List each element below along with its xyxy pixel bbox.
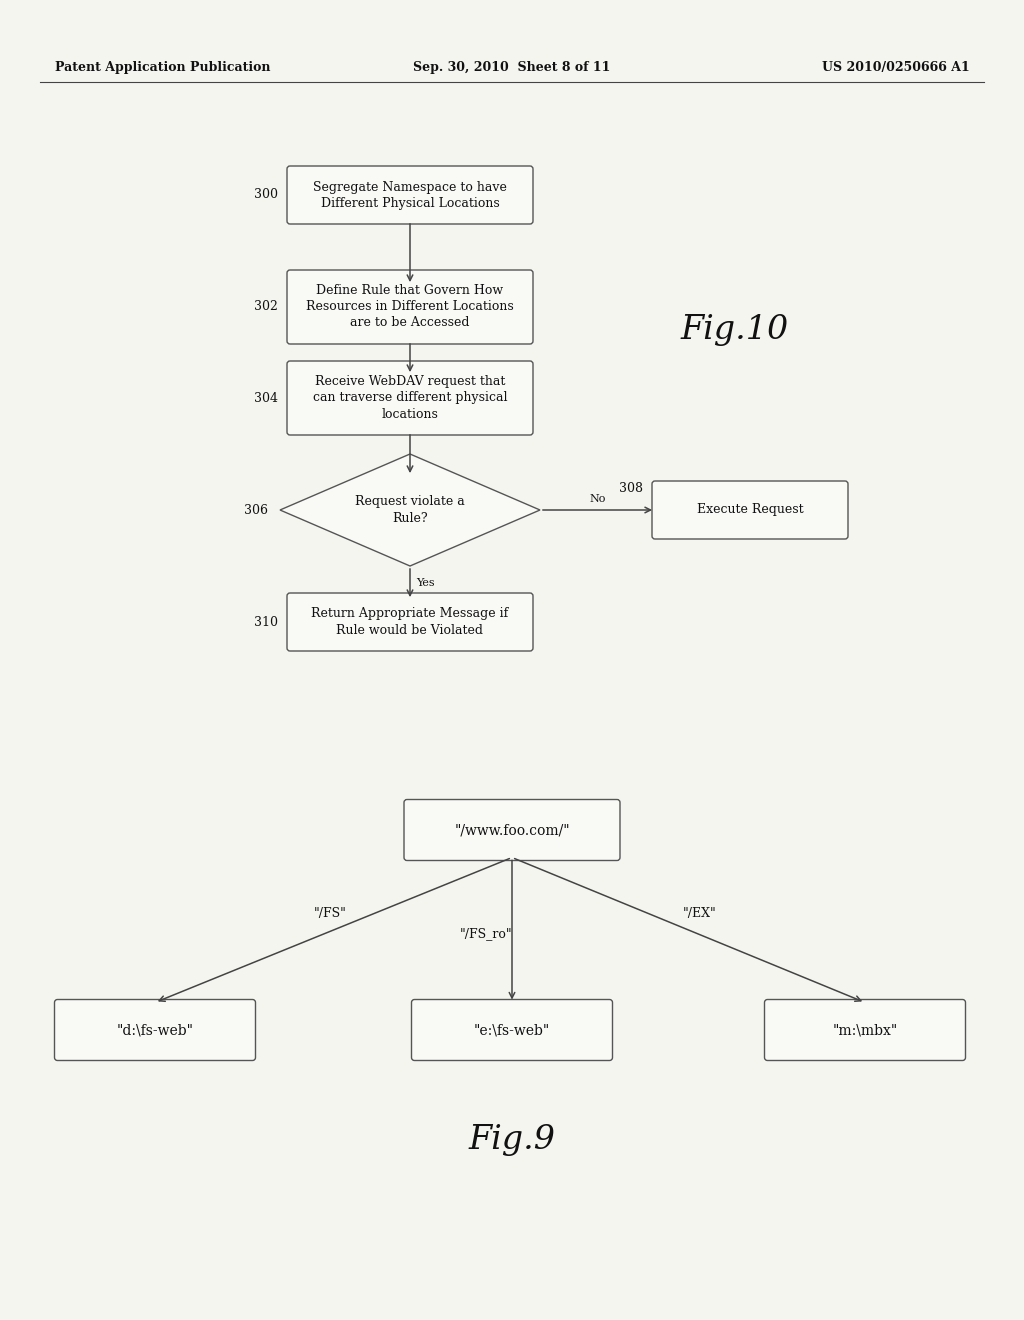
Text: 300: 300 [254, 189, 278, 202]
FancyBboxPatch shape [287, 271, 534, 345]
Text: Patent Application Publication: Patent Application Publication [55, 62, 270, 74]
Text: Request violate a
Rule?: Request violate a Rule? [355, 495, 465, 524]
Text: 306: 306 [244, 503, 268, 516]
Text: 310: 310 [254, 615, 278, 628]
FancyBboxPatch shape [412, 999, 612, 1060]
FancyBboxPatch shape [287, 593, 534, 651]
Text: Fig.10: Fig.10 [680, 314, 788, 346]
Text: Yes: Yes [416, 578, 434, 587]
Text: 308: 308 [618, 482, 643, 495]
Text: "/EX": "/EX" [683, 907, 717, 920]
Text: Fig.9: Fig.9 [469, 1125, 555, 1156]
Text: "e:\fs-web": "e:\fs-web" [474, 1023, 550, 1038]
Text: Receive WebDAV request that
can traverse different physical
locations: Receive WebDAV request that can traverse… [312, 375, 507, 421]
Text: "d:\fs-web": "d:\fs-web" [117, 1023, 194, 1038]
Polygon shape [280, 454, 540, 566]
Text: Sep. 30, 2010  Sheet 8 of 11: Sep. 30, 2010 Sheet 8 of 11 [414, 62, 610, 74]
Text: US 2010/0250666 A1: US 2010/0250666 A1 [822, 62, 970, 74]
Text: Define Rule that Govern How
Resources in Different Locations
are to be Accessed: Define Rule that Govern How Resources in… [306, 285, 514, 330]
FancyBboxPatch shape [765, 999, 966, 1060]
Text: Return Appropriate Message if
Rule would be Violated: Return Appropriate Message if Rule would… [311, 607, 509, 636]
FancyBboxPatch shape [404, 800, 620, 861]
Text: "/FS": "/FS" [313, 907, 346, 920]
FancyBboxPatch shape [54, 999, 256, 1060]
Text: No: No [590, 494, 605, 504]
Text: 304: 304 [254, 392, 278, 404]
Text: Execute Request: Execute Request [696, 503, 803, 516]
Text: "m:\mbx": "m:\mbx" [833, 1023, 898, 1038]
Text: 302: 302 [254, 301, 278, 314]
Text: Segregate Namespace to have
Different Physical Locations: Segregate Namespace to have Different Ph… [313, 181, 507, 210]
Text: "/www.foo.com/": "/www.foo.com/" [455, 822, 569, 837]
FancyBboxPatch shape [652, 480, 848, 539]
FancyBboxPatch shape [287, 166, 534, 224]
Text: "/FS_ro": "/FS_ro" [460, 927, 512, 940]
FancyBboxPatch shape [287, 360, 534, 436]
